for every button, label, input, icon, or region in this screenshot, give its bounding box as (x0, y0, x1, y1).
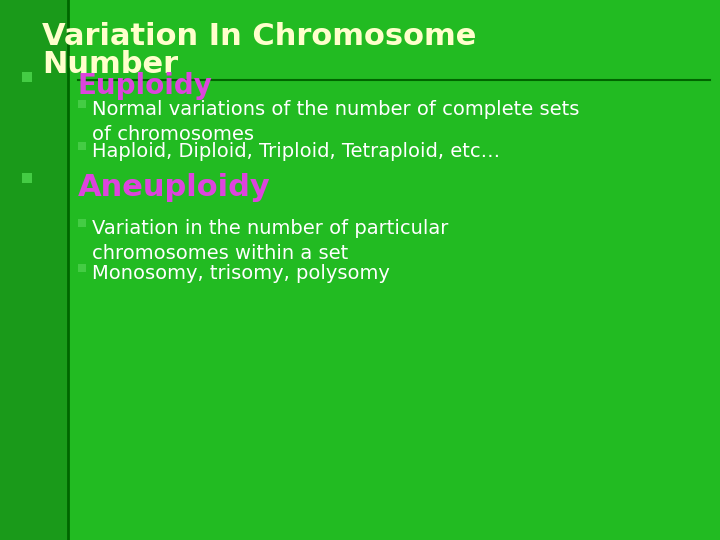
Text: Number: Number (42, 50, 178, 79)
Text: Variation In Chromosome: Variation In Chromosome (42, 22, 477, 51)
Bar (0, 0, 68, 540)
Bar (78, 264, 86, 272)
Bar (22, 173, 32, 183)
Text: Aneuploidy: Aneuploidy (78, 173, 271, 202)
Text: Variation in the number of particular
chromosomes within a set: Variation in the number of particular ch… (92, 219, 449, 263)
Bar (78, 219, 86, 227)
Text: Euploidy: Euploidy (78, 72, 213, 100)
Text: Haploid, Diploid, Triploid, Tetraploid, etc…: Haploid, Diploid, Triploid, Tetraploid, … (92, 142, 500, 161)
Bar (22, 72, 32, 82)
Bar (78, 100, 86, 108)
Text: Normal variations of the number of complete sets
of chromosomes: Normal variations of the number of compl… (92, 100, 580, 144)
Bar (78, 142, 86, 150)
Text: Monosomy, trisomy, polysomy: Monosomy, trisomy, polysomy (92, 264, 390, 283)
